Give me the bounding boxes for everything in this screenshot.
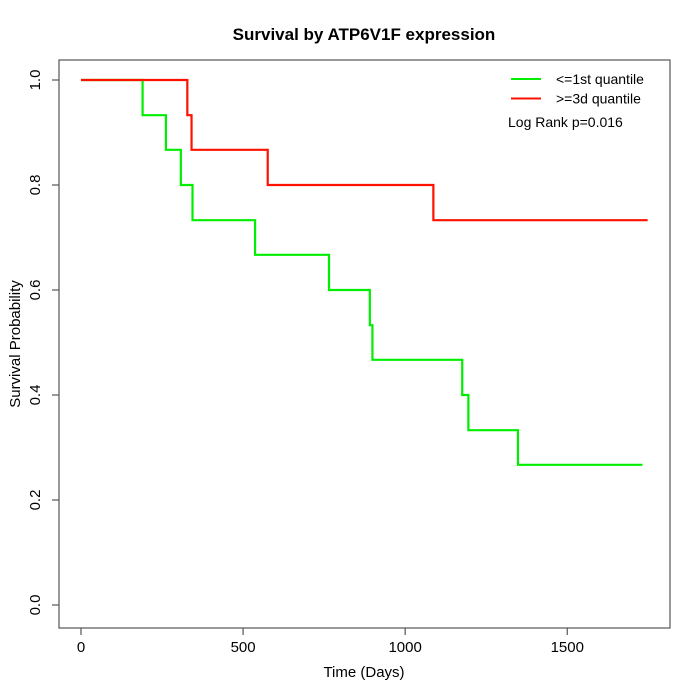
chart-title: Survival by ATP6V1F expression (233, 25, 496, 44)
y-tick-label: 0.0 (27, 595, 44, 616)
survival-curve-high-expression (81, 78, 648, 222)
curves-layer (81, 78, 648, 466)
legend-label-green: <=1st quantile (556, 71, 644, 87)
axes-layer: 0 500 1000 1500 0.0 0.2 0.4 0.6 0.8 1.0 (27, 59, 671, 656)
legend: <=1st quantile >=3d quantile Log Rank p=… (508, 71, 644, 130)
y-tick-label: 0.8 (27, 175, 44, 196)
survival-curve-low-expression (81, 78, 643, 466)
x-tick-label: 0 (77, 639, 85, 656)
y-tick-label: 0.6 (27, 280, 44, 301)
y-axis-label: Survival Probability (7, 280, 24, 408)
x-tick-label: 500 (231, 639, 256, 656)
y-tick-label: 0.2 (27, 490, 44, 511)
y-tick-label: 0.4 (27, 385, 44, 406)
y-tick-label: 1.0 (27, 70, 44, 91)
x-tick-label: 1500 (551, 639, 584, 656)
log-rank-annotation: Log Rank p=0.016 (508, 114, 623, 130)
x-tick-label: 1000 (388, 639, 421, 656)
plot-border (58, 59, 671, 629)
x-axis-label: Time (Days) (323, 664, 404, 681)
legend-label-red: >=3d quantile (556, 91, 641, 107)
